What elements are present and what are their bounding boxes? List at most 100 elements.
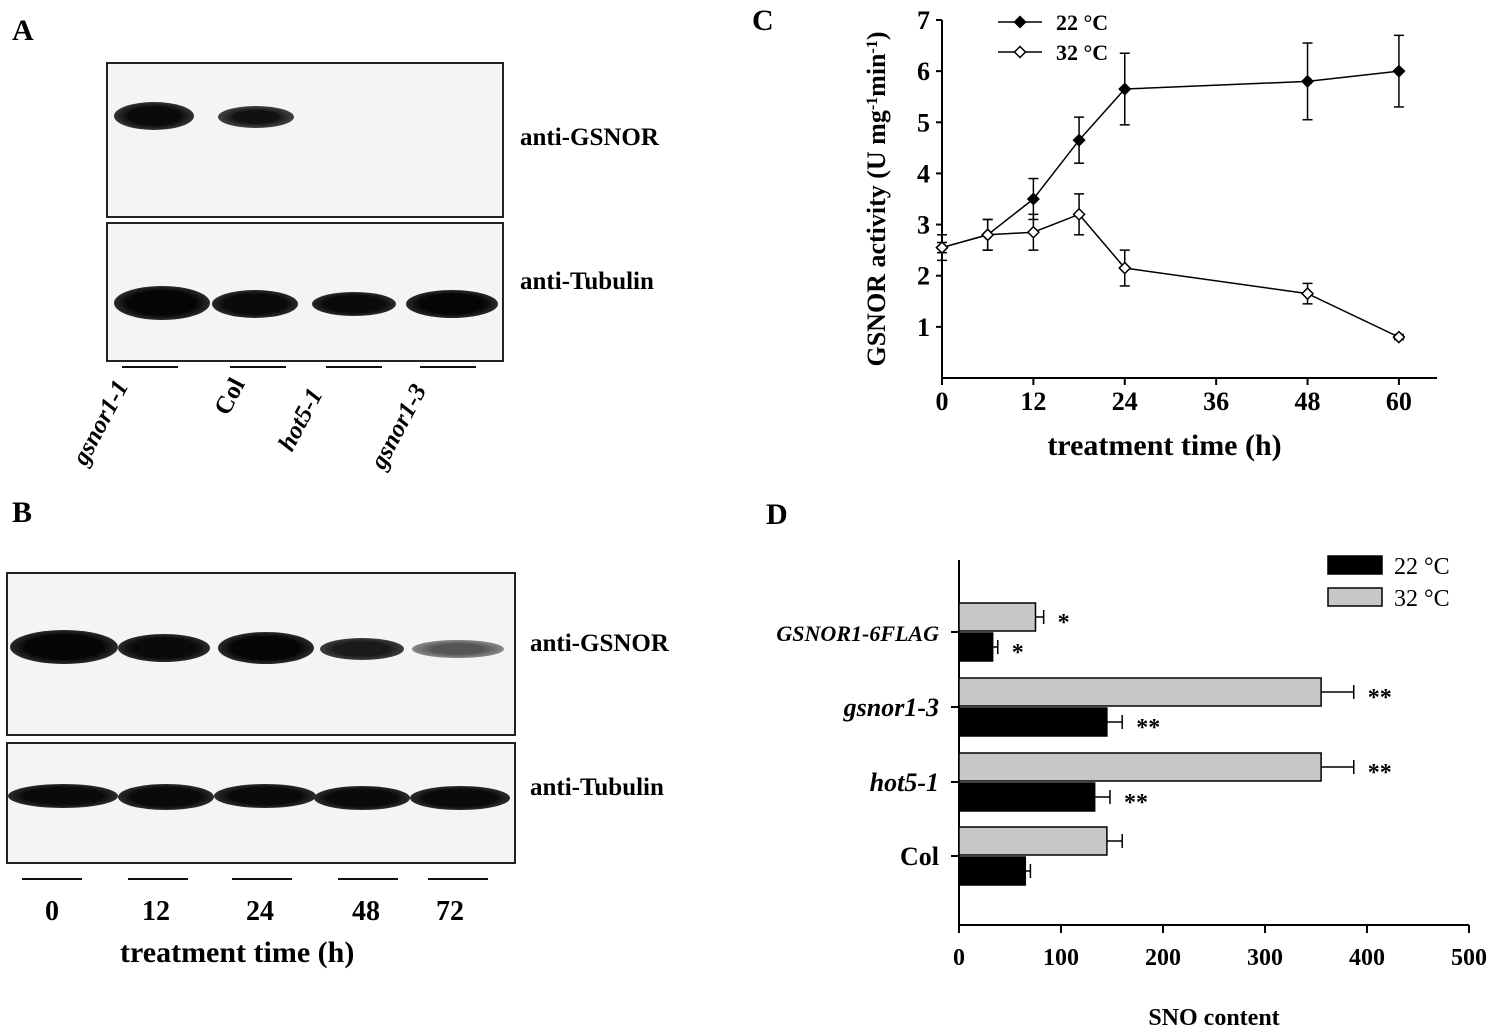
lane-label-hot5-1: hot5-1	[273, 383, 329, 456]
lane-line	[420, 366, 476, 368]
band	[212, 290, 298, 318]
panel-b-tubulin-blot	[6, 742, 516, 864]
y-tick-label: 7	[917, 6, 930, 35]
band	[218, 106, 294, 128]
band	[8, 784, 118, 808]
panel-b-tubulin-label: anti-Tubulin	[530, 774, 664, 801]
band	[118, 634, 210, 662]
lane-line	[232, 878, 292, 880]
data-point	[1026, 192, 1040, 206]
category-label: hot5-1	[870, 768, 939, 797]
lane-line	[122, 366, 178, 368]
y-axis-title-part: min	[862, 53, 891, 97]
x-tick-label: 48	[1295, 387, 1321, 416]
y-axis-title-superscript: -1	[864, 97, 881, 110]
panel-d-bar-chart: 0 100 200 300 400 500 SNO content GSNOR1-6FLAG *…	[776, 554, 1487, 1031]
y-tick-label: 4	[917, 159, 930, 188]
significance-label: *	[1012, 640, 1024, 666]
significance-label: **	[1136, 715, 1160, 741]
data-point	[981, 228, 995, 242]
data-point	[935, 241, 949, 255]
band	[114, 102, 194, 130]
panel-a-gsnor-label: anti-GSNOR	[520, 124, 659, 151]
panel-a-gsnor-blot	[106, 62, 504, 218]
legend-label: 22 °C	[1056, 10, 1108, 35]
data-point	[1118, 261, 1132, 275]
lane-label-gsnor1-1: gsnor1-1	[67, 375, 135, 470]
panel-b-gsnor-label: anti-GSNOR	[530, 630, 669, 657]
bar	[958, 856, 1027, 886]
legend-marker	[1013, 45, 1027, 59]
x-axis-title: treatment time (h)	[1047, 429, 1281, 462]
bar	[958, 632, 994, 662]
panel-b-letter: B	[12, 496, 33, 529]
data-point	[1300, 287, 1315, 301]
x-tick-label: 300	[1247, 945, 1283, 971]
x-tick-label: 60	[1386, 387, 1412, 416]
legend-label: 32 °C	[1394, 586, 1450, 612]
data-point	[1072, 207, 1086, 221]
panel-b-lane-label: 12	[142, 896, 170, 927]
panel-d-letter: D	[766, 498, 788, 531]
band	[410, 786, 510, 810]
band	[312, 292, 396, 316]
bar	[958, 677, 1322, 707]
panel-b-lane-label: 0	[45, 896, 59, 927]
series-line	[941, 213, 1400, 338]
series-line	[941, 70, 1400, 249]
data-point	[1392, 330, 1406, 344]
significance-label: *	[1058, 610, 1070, 636]
panel-b-lane-label: 24	[246, 896, 274, 927]
x-tick-label: 36	[1203, 387, 1229, 416]
x-tick-label: 12	[1020, 387, 1046, 416]
band	[214, 784, 316, 808]
lane-line	[22, 878, 82, 880]
y-tick-label: 1	[917, 313, 930, 342]
data-point	[1026, 225, 1040, 239]
bar	[958, 707, 1108, 737]
bar	[958, 826, 1108, 856]
y-tick-label: 5	[917, 108, 930, 137]
lane-line	[128, 878, 188, 880]
legend-swatch	[1327, 587, 1383, 607]
band	[314, 786, 410, 810]
bar	[958, 752, 1322, 782]
category-label: GSNOR1-6FLAG	[776, 621, 939, 646]
panel-b-x-axis-title: treatment time (h)	[120, 936, 355, 969]
band	[320, 638, 404, 660]
panel-c-letter: C	[752, 4, 774, 37]
panel-b-lane-label: 48	[352, 896, 380, 927]
band	[118, 784, 214, 810]
legend-label: 22 °C	[1394, 554, 1450, 580]
y-axis-title-part: GSNOR activity (U mg	[862, 110, 891, 366]
lane-line	[428, 878, 488, 880]
lane-label-gsnor1-3: gsnor1-3	[365, 379, 433, 474]
lane-line	[338, 878, 398, 880]
band	[218, 632, 314, 664]
band	[10, 630, 118, 664]
y-axis-title: GSNOR activity (U mg-1min-1)	[862, 31, 891, 366]
y-tick-label: 6	[917, 57, 930, 86]
panel-b-lane-label: 72	[436, 896, 464, 927]
lane-line	[230, 366, 286, 368]
category-label: gsnor1-3	[843, 693, 939, 722]
x-tick-label: 200	[1145, 945, 1181, 971]
panel-a-tubulin-blot	[106, 222, 504, 362]
x-tick-label: 400	[1349, 945, 1385, 971]
data-point	[1392, 64, 1406, 78]
band	[412, 640, 504, 658]
bar	[958, 782, 1096, 812]
legend-marker	[1013, 15, 1027, 29]
data-point	[1118, 82, 1132, 96]
data-point	[1072, 133, 1086, 147]
band	[406, 290, 498, 318]
x-tick-label: 500	[1451, 945, 1487, 971]
y-axis-title-superscript: -1	[864, 40, 881, 53]
panel-b-gsnor-blot	[6, 572, 516, 736]
significance-label: **	[1124, 790, 1148, 816]
band	[114, 286, 210, 320]
x-tick-label: 100	[1043, 945, 1079, 971]
significance-label: **	[1368, 685, 1392, 711]
data-point	[1300, 74, 1315, 88]
